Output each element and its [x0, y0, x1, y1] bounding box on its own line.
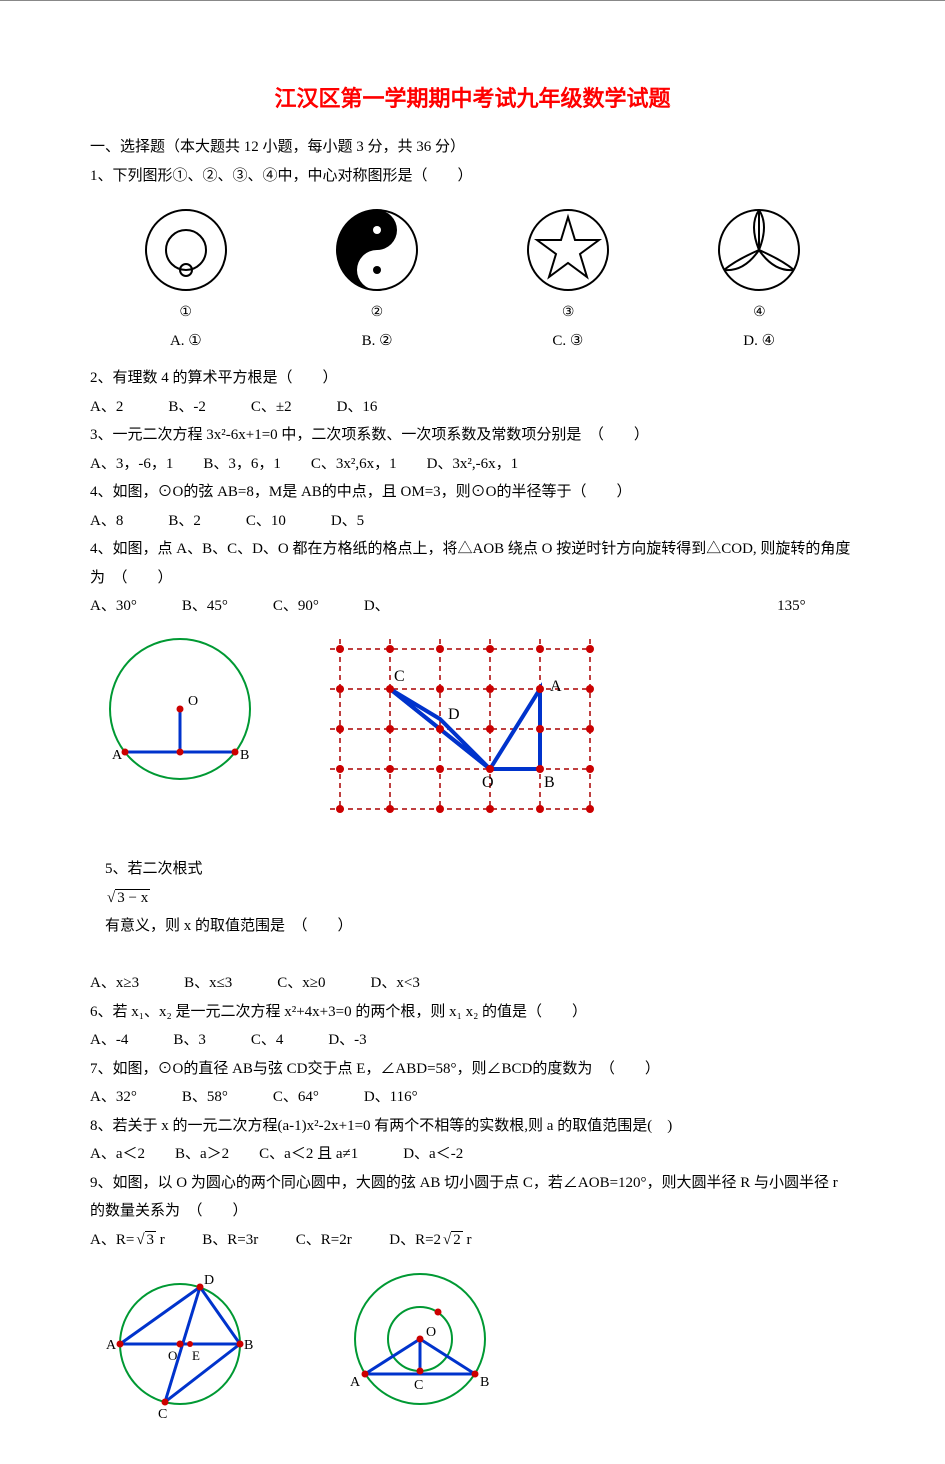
q9-optA-rad: 3: [145, 1231, 157, 1248]
q9-optC: C、R=2r: [296, 1232, 352, 1248]
q4b-opts-suffix: 135°: [777, 598, 806, 614]
q1-opt-a: A. ①: [170, 331, 202, 350]
label-B: B: [244, 1338, 253, 1353]
q8-options: A、a＜2 B、a＞2 C、a＜2 且 a≠1 D、a＜-2: [90, 1140, 855, 1169]
q9-optD-post: r: [463, 1232, 472, 1248]
label-B: B: [240, 748, 249, 763]
label-O: O: [168, 1348, 177, 1363]
q1-options: A. ① B. ② C. ③ D. ④: [90, 331, 855, 350]
label-C: C: [394, 668, 405, 685]
q4a-figure: O A B: [90, 629, 270, 799]
q1-opt-b: B. ②: [362, 331, 393, 350]
label-E: E: [192, 1348, 200, 1363]
label-A: A: [112, 748, 123, 763]
label-A: A: [550, 678, 562, 695]
label-D: D: [204, 1273, 214, 1288]
q5-stem-prefix: 5、若二次根式: [105, 861, 203, 877]
q9-optD-pre: D、R=2: [389, 1232, 441, 1248]
q6-stem: 6、若 x₁、x₂ 是一元二次方程 x²+4x+3=0 的两个根，则 x₁ x₂…: [90, 998, 855, 1027]
q1-stem: 1、下列图形①、②、③、④中，中心对称图形是（ ）: [90, 162, 855, 191]
q6-options: A、-4 B、3 C、4 D、-3: [90, 1026, 855, 1055]
label-A: A: [106, 1338, 117, 1353]
q9-optA-pre: A、R=: [90, 1232, 134, 1248]
q5-rad: 3 − x: [115, 889, 150, 906]
label-C: C: [158, 1407, 167, 1422]
q2-options: A、2 B、-2 C、±2 D、16: [90, 393, 855, 422]
sqrt-icon: 3: [134, 1226, 156, 1255]
q4a-options: A、8 B、2 C、10 D、5: [90, 507, 855, 536]
label-O: O: [426, 1325, 436, 1340]
label-O: O: [482, 774, 494, 791]
q4b-stem: 4、如图，点 A、B、C、D、O 都在方格纸的格点上，将△AOB 绕点 O 按逆…: [90, 535, 855, 592]
label-D: D: [448, 706, 460, 723]
q9-figure: O A B C: [330, 1264, 510, 1424]
q4b-opts-prefix: A、30° B、45° C、90° D、: [90, 598, 390, 614]
q1-fig-4: ④: [704, 200, 814, 321]
section-heading: 一、选择题（本大题共 12 小题，每小题 3 分，共 36 分）: [90, 133, 855, 162]
q2-stem: 2、有理数 4 的算术平方根是（ ）: [90, 364, 855, 393]
q4b-options: A、30° B、45° C、90° D、 135°: [90, 592, 855, 621]
label-B: B: [480, 1375, 489, 1390]
q9-stem: 9、如图，以 O 为圆心的两个同心圆中，大圆的弦 AB 切小圆于点 C，若∠AO…: [90, 1169, 855, 1226]
q1-figures-row: ① ② ③: [90, 200, 855, 321]
bottom-figures-row: A B D C O E O A B C: [90, 1264, 855, 1424]
q3-options: A、3，-6，1 B、3，6，1 C、3x²,6x，1 D、3x²,-6x，1: [90, 450, 855, 479]
q9-optB: B、R=3r: [202, 1232, 258, 1248]
q1-fig-label: ②: [322, 304, 432, 321]
q5-stem-suffix: 有意义，则 x 的取值范围是 （ ）: [105, 918, 353, 934]
q4a-stem: 4、如图，⊙O的弦 AB=8，M是 AB的中点，且 OM=3，则⊙O的半径等于（…: [90, 478, 855, 507]
q9-optA-post: r: [156, 1232, 165, 1248]
q9-optD-rad: 2: [451, 1231, 463, 1248]
q1-fig-label: ④: [704, 304, 814, 321]
label-O: O: [188, 694, 198, 709]
q9-options: A、R= 3 r B、R=3r C、R=2r D、R=2 2 r: [90, 1226, 855, 1255]
q4b-figure: C A D O B: [310, 629, 610, 819]
q1-opt-d: D. ④: [743, 331, 775, 350]
q1-fig-3: ③: [513, 200, 623, 321]
sqrt-icon: 2: [441, 1226, 463, 1255]
q7-options: A、32° B、58° C、64° D、116°: [90, 1083, 855, 1112]
q1-fig-2: ②: [322, 200, 432, 321]
label-A: A: [350, 1375, 361, 1390]
q5-stem: 5、若二次根式 3 − x 有意义，则 x 的取值范围是 （ ）: [90, 827, 855, 970]
q1-fig-1: ①: [131, 200, 241, 321]
sqrt-icon: 3 − x: [105, 884, 150, 913]
page-title: 江汉区第一学期期中考试九年级数学试题: [90, 81, 855, 113]
q7-stem: 7、如图，⊙O的直径 AB与弦 CD交于点 E，∠ABD=58°，则∠BCD的度…: [90, 1055, 855, 1084]
q7-figure: A B D C O E: [90, 1264, 270, 1424]
q1-fig-label: ③: [513, 304, 623, 321]
q1-opt-c: C. ③: [552, 331, 583, 350]
label-B: B: [544, 774, 555, 791]
q8-stem: 8、若关于 x 的一元二次方程(a-1)x²-2x+1=0 有两个不相等的实数根…: [90, 1112, 855, 1141]
q3-stem: 3、一元二次方程 3x²-6x+1=0 中，二次项系数、一次项系数及常数项分别是…: [90, 421, 855, 450]
q5-options: A、x≥3 B、x≤3 C、x≥0 D、x<3: [90, 969, 855, 998]
q1-fig-label: ①: [131, 304, 241, 321]
q4-figures-row: O A B: [90, 629, 855, 819]
label-C: C: [414, 1378, 423, 1393]
page: 江汉区第一学期期中考试九年级数学试题 一、选择题（本大题共 12 小题，每小题 …: [0, 0, 945, 1464]
